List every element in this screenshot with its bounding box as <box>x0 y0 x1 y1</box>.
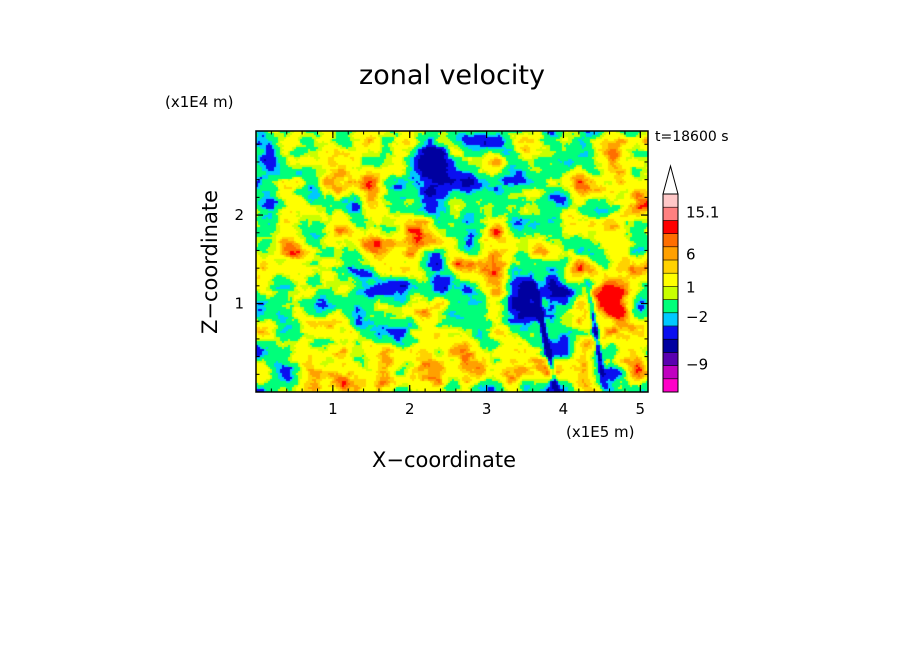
time-label: t=18600 s <box>655 129 729 145</box>
colorbar-swatch <box>663 260 678 274</box>
colorbar-swatch <box>663 273 678 287</box>
colorbar-swatch <box>663 246 678 261</box>
y-tick-label: 1 <box>234 295 244 313</box>
colorbar-tick-label: 6 <box>686 246 696 264</box>
colorbar-tick-label: 1 <box>686 279 696 297</box>
velocity-field-image <box>256 131 648 392</box>
colorbar-swatch <box>663 352 678 366</box>
x-tick-label: 4 <box>559 400 569 418</box>
y-axis: 12 <box>234 143 648 375</box>
colorbar-swatch <box>663 312 678 327</box>
x-axis: 1 2 3 4 5 <box>270 131 646 418</box>
colorbar-swatch <box>663 365 678 380</box>
colorbar-swatch <box>663 207 678 221</box>
x-scale-label: (x1E5 m) <box>566 423 635 441</box>
colorbar-labels: 15.1 6 1 −2 −9 <box>686 203 719 373</box>
colorbar-frame <box>662 193 679 393</box>
colorbar-swatch <box>663 220 678 234</box>
colorbar-extend-arrow <box>662 164 679 195</box>
colorbar-tick-label: 15.1 <box>686 203 719 221</box>
colorbar-tick-label: −2 <box>686 308 708 326</box>
colorbar-swatch <box>663 378 678 393</box>
colorbar-swatch <box>663 286 678 300</box>
colorbar-swatch <box>663 326 678 340</box>
x-axis-label: X−coordinate <box>372 448 516 472</box>
colorbar-swatch <box>663 299 678 314</box>
y-scale-label: (x1E4 m) <box>165 93 234 111</box>
colorbar-swatch <box>663 339 678 353</box>
heatmap-field <box>256 131 648 392</box>
chart-title: zonal velocity <box>359 60 545 91</box>
x-tick-label: 1 <box>328 400 338 418</box>
colorbar-swatch <box>663 233 678 248</box>
plot-frame <box>255 130 649 393</box>
colorbar <box>662 164 679 393</box>
x-tick-label: 3 <box>482 400 492 418</box>
colorbar-swatch <box>663 194 678 208</box>
x-tick-label: 2 <box>405 400 415 418</box>
y-tick-label: 2 <box>234 206 244 224</box>
x-tick-label: 5 <box>636 400 646 418</box>
colorbar-tick-label: −9 <box>686 355 708 373</box>
